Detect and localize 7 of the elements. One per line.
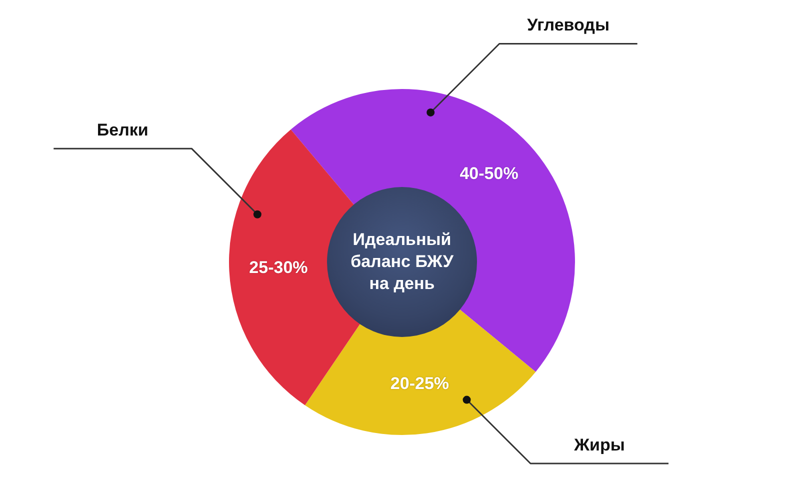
slice-label: Белки	[96, 120, 148, 140]
data-label: 40-50%	[460, 164, 518, 183]
data-label: 25-30%	[249, 258, 308, 278]
text: Идеальный баланс БЖУ на день	[350, 229, 454, 295]
data-label: 20-25%	[390, 374, 450, 394]
slice-label: Углеводы	[527, 16, 610, 35]
slice-label: Жиры	[573, 436, 625, 455]
